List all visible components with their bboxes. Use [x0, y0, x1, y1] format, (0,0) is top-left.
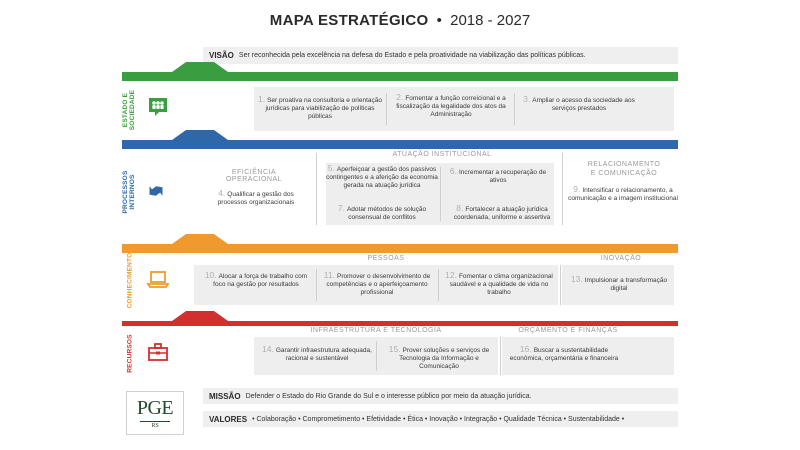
red-band [122, 311, 678, 330]
title-bold: MAPA ESTRATÉGICO [269, 12, 429, 29]
visao-row: VISÃO Ser reconhecida pela excelência na… [203, 47, 678, 64]
category-pessoas: PESSOAS [367, 255, 405, 262]
objective-10: 10. Alocar a força de trabalho com foco n… [204, 270, 308, 288]
visao-text: Ser reconhecida pela excelência na defes… [238, 52, 586, 59]
title-separator: • [436, 12, 442, 29]
objective-9: 9. Intensificar o relacionamento, a comun… [568, 184, 678, 202]
category-atuacao: ATUAÇÃO INSTITUCIONAL [392, 151, 492, 158]
valores-text: • Colaboração • Comprometimento • Efetiv… [252, 415, 625, 423]
objective-6: 6. Incrementar a recuperação de ativos [449, 166, 547, 184]
objective-2: 2. Fomentar a função correicional e a fis… [396, 92, 506, 118]
divider [376, 341, 377, 371]
section-conhecimento: CONHECIMENTO PESSOAS INOVAÇÃO 10. Alocar … [122, 253, 678, 309]
objective-16: 16. Buscar a sustentabilidade econômica, … [509, 344, 619, 362]
category-relacionamento: RELACIONAMENTO E COMUNICAÇÃO [587, 161, 661, 177]
blue-band [122, 130, 678, 149]
section-recursos: RECURSOS INFRAESTRUTURA E TECNOLOGIA ORÇ… [122, 326, 678, 380]
divider [500, 337, 501, 375]
orcamento-panel [502, 337, 674, 375]
visao-label: VISÃO [209, 51, 234, 60]
recursos-label: RECURSOS [126, 334, 134, 373]
objective-4: 4. Qualificar a gestão dos processos orga… [217, 188, 295, 206]
missao-text: Defender o Estado do Rio Grande do Sul e… [245, 392, 532, 400]
divider [316, 153, 317, 225]
objective-7: 7. Adotar métodos de solução consensual d… [337, 203, 427, 221]
pessoas-panel [194, 265, 558, 305]
divider [440, 167, 441, 221]
objective-13: 13. Impulsionar a transformação digital [570, 274, 668, 292]
inovacao-panel [562, 265, 674, 305]
valores-row: VALORES • Colaboração • Comprometimento … [203, 411, 678, 427]
conhecimento-label: CONHECIMENTO [126, 252, 134, 309]
objective-12: 12. Fomentar o clima organizacional saudá… [445, 270, 553, 296]
orange-band [122, 234, 678, 253]
divider [386, 93, 387, 125]
category-eficiencia: EFICIÊNCIA OPERACIONAL [225, 169, 283, 183]
toolbox-icon [148, 343, 168, 361]
category-inovacao: INOVAÇÃO [600, 255, 642, 262]
objective-1: 1. Ser proativa na consultoria e orientaç… [258, 94, 382, 120]
page-title: MAPA ESTRATÉGICO • 2018 - 2027 [0, 12, 800, 29]
divider [438, 269, 439, 301]
missao-label: MISSÃO [209, 391, 241, 401]
estado-label: ESTADO E SOCIEDADE [122, 89, 136, 131]
objective-5: 5. Aperfeiçoar a gestão dos passivos cont… [326, 163, 438, 189]
section-estado: ESTADO E SOCIEDADE 1. Ser proativa na cons… [122, 81, 678, 137]
processos-label: PROCESSOS INTERNOS [122, 170, 136, 214]
divider [560, 265, 561, 305]
divider [316, 269, 317, 301]
green-band [122, 62, 678, 81]
valores-label: VALORES [209, 414, 248, 424]
refresh-arrows-icon [149, 186, 163, 196]
category-infraestrutura: INFRAESTRUTURA E TECNOLOGIA [310, 327, 442, 334]
laptop-icon [146, 271, 170, 288]
objective-11: 11. Promover o desenvolvimento de competê… [323, 270, 431, 296]
title-period: 2018 - 2027 [450, 12, 531, 29]
objective-3: 3. Ampliar o acesso da sociedade aos serv… [523, 94, 635, 112]
divider [562, 153, 563, 225]
objective-15: 15. Prover soluções e serviços de Tecnolo… [388, 344, 490, 370]
category-orcamento: ORÇAMENTO E FINANÇAS [518, 327, 618, 334]
divider [514, 93, 515, 125]
objective-14: 14. Garantir infraestrutura adequada, rac… [262, 344, 372, 362]
section-processos: PROCESSOS INTERNOS EFICIÊNCIA OPERACIONAL… [122, 149, 678, 231]
people-speech-icon [149, 98, 167, 116]
estado-panel [254, 87, 674, 131]
missao-row: MISSÃO Defender o Estado do Rio Grande d… [203, 388, 678, 404]
pge-rs-logo: PGE RS [126, 391, 184, 435]
objective-8: 8. Fortalecer a atuação jurídica coordena… [453, 203, 551, 221]
